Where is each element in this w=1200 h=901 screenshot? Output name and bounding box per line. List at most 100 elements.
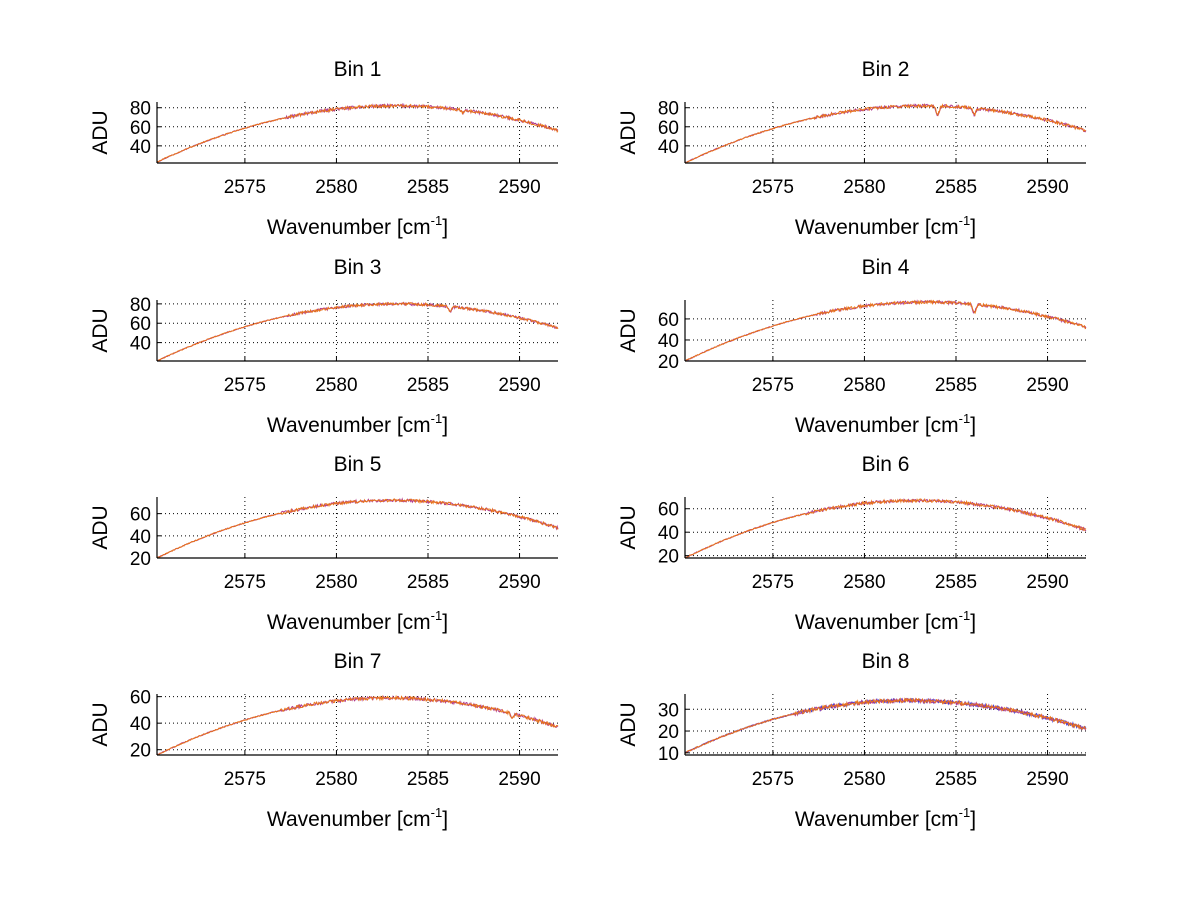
x-tick-label: 2575 [224,375,266,396]
x-axis-label-main: Wavenumber [cm [795,216,959,239]
spectrum-line-3 [684,697,1087,754]
subplot-title: Bin 6 [862,453,910,476]
y-axis-label: ADU [617,110,640,154]
y-axis-label: ADU [617,702,640,746]
spectrum-line-2 [684,497,1087,559]
subplot-title: Bin 1 [334,58,382,81]
x-tick-label: 2590 [498,375,540,396]
y-tick-label: 80 [658,99,679,120]
x-axis-label-superscript: -1 [431,805,443,820]
spectrum-line-2 [156,694,559,756]
x-tick-label: 2575 [224,572,266,593]
y-tick-label: 40 [130,137,151,158]
x-tick-label: 2585 [407,177,449,198]
x-axis-label-superscript: -1 [431,213,443,228]
x-axis-label: Wavenumber [cm-1] [267,608,448,634]
x-tick-label: 2590 [1026,769,1068,790]
y-axis-label: ADU [617,505,640,549]
subplot-title: Bin 2 [862,58,910,81]
y-axis-label: ADU [89,702,112,746]
y-axis-label: ADU [89,505,112,549]
subplot-title: Bin 3 [334,256,382,279]
x-axis-label-superscript: -1 [959,213,971,228]
x-axis-label-end: ] [442,808,448,831]
x-tick-label: 2590 [498,769,540,790]
x-axis-label: Wavenumber [cm-1] [795,213,976,239]
x-tick-label: 2585 [935,375,977,396]
x-tick-label: 2575 [752,375,794,396]
x-axis-label-main: Wavenumber [cm [795,611,959,634]
subplot-title: Bin 7 [334,650,382,673]
x-axis-label-main: Wavenumber [cm [267,216,431,239]
y-tick-label: 60 [658,310,679,331]
y-tick-label: 40 [130,527,151,548]
y-tick-label: 40 [658,523,679,544]
x-axis-label-end: ] [442,611,448,634]
y-tick-label: 60 [130,118,151,139]
subplot-title: Bin 8 [862,650,910,673]
y-tick-label: 30 [658,700,679,721]
subplot-bin-7: Bin 7 2575 2580 2585 2590 20 40 60 ADU Wavenumber… [89,650,559,831]
x-axis-label-end: ] [970,611,976,634]
x-tick-label: 2580 [315,177,357,198]
x-tick-label: 2585 [407,769,449,790]
x-axis-label-end: ] [970,808,976,831]
x-axis-label-end: ] [442,216,448,239]
x-axis-label: Wavenumber [cm-1] [267,805,448,831]
x-tick-label: 2575 [752,572,794,593]
x-tick-label: 2580 [843,375,885,396]
y-tick-label: 60 [130,688,151,709]
spectrum-line-2 [156,301,559,362]
x-axis-label-superscript: -1 [959,608,971,623]
x-axis-label-superscript: -1 [959,411,971,426]
x-tick-label: 2575 [224,769,266,790]
x-axis-label-main: Wavenumber [cm [267,611,431,634]
x-axis-label: Wavenumber [cm-1] [795,805,976,831]
x-axis-label-main: Wavenumber [cm [267,414,431,437]
x-tick-label: 2585 [407,375,449,396]
x-tick-label: 2590 [1026,572,1068,593]
x-axis-label: Wavenumber [cm-1] [267,213,448,239]
spectrum-line-2 [685,299,1087,362]
x-axis-label-end: ] [970,414,976,437]
y-tick-label: 20 [658,352,679,373]
x-tick-label: 2580 [843,572,885,593]
y-tick-label: 40 [130,334,151,355]
y-tick-label: 40 [130,714,151,735]
x-axis-label-superscript: -1 [431,411,443,426]
y-tick-label: 20 [658,722,679,743]
x-tick-label: 2575 [224,177,266,198]
y-tick-label: 20 [130,549,151,570]
x-tick-label: 2590 [1026,177,1068,198]
x-axis-label-end: ] [970,216,976,239]
x-tick-label: 2585 [407,572,449,593]
spectrum-line-2 [684,103,1087,164]
x-axis-label-superscript: -1 [959,805,971,820]
x-tick-label: 2580 [315,769,357,790]
x-axis-label-main: Wavenumber [cm [267,808,431,831]
x-tick-label: 2590 [498,572,540,593]
y-tick-label: 40 [658,331,679,352]
x-axis-label: Wavenumber [cm-1] [267,411,448,437]
x-tick-label: 2575 [752,177,794,198]
x-tick-label: 2590 [498,177,540,198]
y-tick-label: 60 [130,505,151,526]
y-tick-label: 40 [658,137,679,158]
x-axis-label: Wavenumber [cm-1] [795,411,976,437]
x-tick-label: 2585 [935,769,977,790]
y-tick-label: 60 [658,500,679,521]
x-tick-label: 2580 [843,177,885,198]
spectrum-line-2 [156,103,559,163]
y-tick-label: 60 [130,314,151,335]
y-tick-label: 10 [658,744,679,765]
x-tick-label: 2585 [935,572,977,593]
